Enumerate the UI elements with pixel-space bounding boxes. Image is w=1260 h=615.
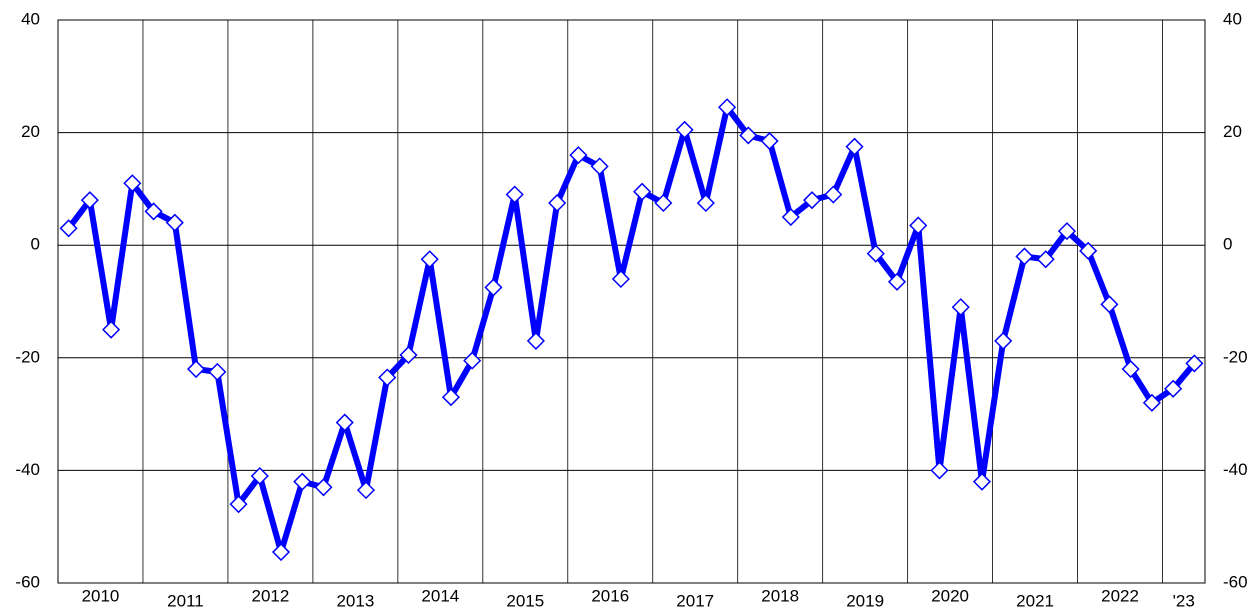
marker — [1185, 354, 1204, 373]
marker — [845, 137, 864, 156]
marker — [420, 250, 439, 269]
marker — [271, 542, 291, 562]
marker — [484, 278, 503, 297]
line — [66, 104, 1197, 556]
marker — [1142, 393, 1161, 412]
marker — [314, 478, 333, 497]
marker — [165, 213, 184, 232]
y-tick-label: -20 — [15, 347, 40, 366]
marker — [590, 157, 609, 176]
marker — [1121, 359, 1140, 379]
marker — [102, 320, 121, 339]
y2-tick-label: 0 — [1223, 235, 1232, 254]
marker — [739, 126, 758, 145]
x-tick-label: 2013 — [336, 591, 374, 610]
marker — [229, 495, 248, 514]
x-tick-label: 2017 — [676, 591, 714, 610]
x-tick-label: 2022 — [1101, 586, 1139, 605]
y-tick-label: -60 — [15, 572, 40, 591]
marker — [356, 481, 376, 500]
y2-tick-label: 20 — [1223, 122, 1242, 141]
x-tick-label: 2011 — [167, 591, 204, 610]
y2-tick-label: 40 — [1223, 9, 1242, 28]
y2-tick-label: -60 — [1223, 572, 1248, 591]
x-tick-label: 2019 — [846, 591, 884, 610]
marker — [696, 193, 715, 213]
y-tick-label: 0 — [31, 235, 40, 254]
marker — [463, 351, 482, 370]
x-tick-label: 2018 — [761, 586, 799, 605]
marker — [718, 98, 737, 117]
marker — [824, 185, 843, 204]
marker — [123, 174, 142, 193]
x-tick-label: 2014 — [421, 586, 459, 605]
marker — [633, 182, 652, 201]
marker — [909, 216, 928, 235]
marker — [335, 413, 354, 432]
marker — [569, 146, 588, 165]
marker — [208, 362, 227, 381]
marker — [59, 219, 78, 238]
marker — [187, 359, 206, 379]
marker — [866, 244, 885, 263]
marker — [951, 298, 970, 317]
x-tick-label: 2010 — [82, 586, 120, 605]
marker — [1100, 295, 1119, 314]
y-tick-label: 20 — [21, 122, 40, 141]
marker — [144, 202, 163, 221]
x-tick-label: 2012 — [251, 586, 289, 605]
marker — [1057, 222, 1077, 241]
marker — [293, 472, 312, 491]
marker — [526, 331, 545, 350]
x-tick-label: 2021 — [1016, 591, 1054, 610]
marker — [802, 191, 822, 210]
marker — [250, 466, 269, 486]
marker — [1015, 247, 1034, 266]
marker — [1164, 379, 1183, 398]
marker — [1036, 250, 1055, 269]
y-tick-label: -40 — [15, 460, 40, 479]
marker — [654, 193, 673, 213]
marker — [611, 269, 630, 289]
marker — [378, 368, 397, 387]
marker — [1079, 241, 1098, 260]
marker — [675, 120, 694, 139]
marker — [887, 272, 907, 291]
y2-tick-label: -40 — [1223, 460, 1248, 479]
marker — [930, 461, 949, 480]
marker — [994, 331, 1013, 350]
plot-frame — [57, 19, 1206, 584]
x-tick-label: 2020 — [931, 586, 969, 605]
marker — [505, 185, 524, 204]
y-tick-label: 40 — [21, 9, 40, 28]
marker — [972, 472, 992, 491]
marker — [781, 207, 800, 227]
marker — [760, 131, 779, 151]
marker — [548, 193, 567, 213]
marker — [399, 345, 418, 365]
marker — [80, 191, 99, 210]
marker — [441, 388, 461, 407]
y2-tick-label: -20 — [1223, 347, 1248, 366]
x-tick-label: '23 — [1173, 591, 1195, 610]
x-tick-label: 2016 — [591, 586, 629, 605]
x-tick-label: 2015 — [506, 591, 544, 610]
